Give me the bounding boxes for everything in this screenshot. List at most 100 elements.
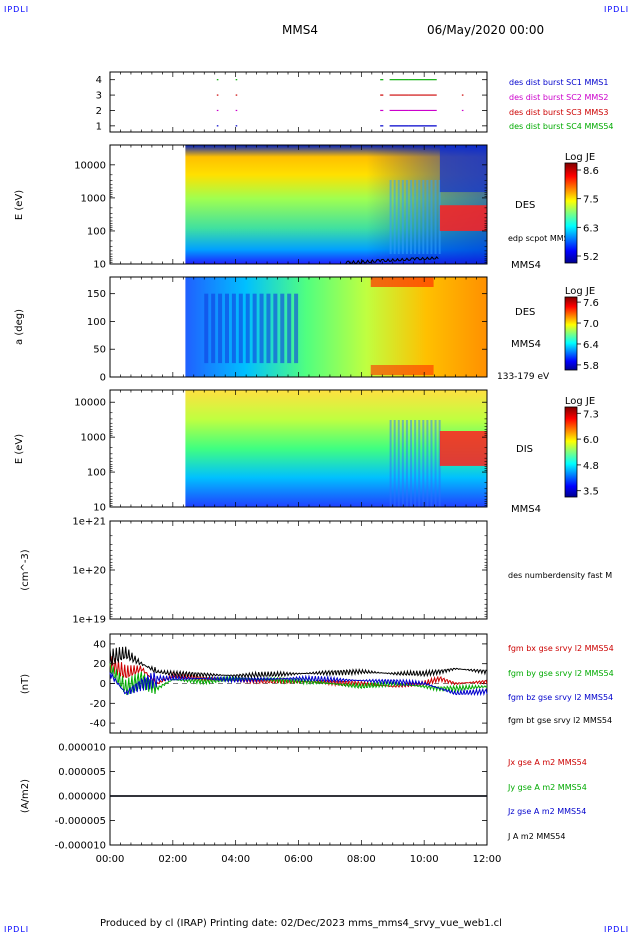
current-panel-ytick-label: -0.000005 [55,816,106,827]
bfield-panel-ytick-label: 20 [93,659,106,670]
pitch-angle-colorbar-bar [564,296,578,371]
des-energy-stripe [393,180,396,254]
current-ylabel: (A/m2) [20,779,31,813]
current-panel-ytick-label: 0.000005 [58,767,106,778]
des-energy-colorbar-title: Log JE [565,152,595,163]
pitch-angle-panel-ytick-label: 150 [87,289,106,300]
burst-legend-sc2: des dist burst SC2 MMS2 [509,93,608,102]
des-energy-upper-dark [439,145,487,193]
des-energy-ylabel: E (eV) [14,190,25,220]
des-energy-panel-ytick-label: 1000 [81,193,106,204]
footer-credit: Produced by cl (IRAP) Printing date: 02/… [100,918,502,929]
pitch-angle-dark-column [294,293,299,364]
dis-energy-stripe [393,420,396,507]
bfield-panel-ytick-label: 0 [100,679,106,690]
bfield-panel-ytick-label: -20 [90,699,106,710]
scpot-label: edp scpot MMS4 [508,234,574,243]
dis-energy-label: DIS [516,444,533,455]
dis-energy-hot-band [439,430,487,466]
x-tick-label: 02:00 [158,854,187,865]
pitch-angle-dark-column [287,293,292,364]
burst-legend-sc3: des dist burst SC3 MMS3 [509,108,608,117]
corner-label-bottom-right: IPDLI [604,925,630,934]
burst-legend-sc4: des dist burst SC4 MMS54 [509,122,614,131]
burst-panel-ytick-label: 1 [96,121,102,132]
pitch-angle-dark-column [224,293,229,364]
des-energy-colorbar-tick-label: 8.6 [583,166,599,177]
pitch-angle-bottom-hot [370,365,434,375]
x-tick-label: 04:00 [221,854,250,865]
dis-energy-colorbar-tick-label: 7.3 [583,409,599,420]
pitch-angle-panel-ytick-label: 100 [87,317,106,328]
bfield-legend-sc3: fgm bx gse srvy l2 MMS54 [508,644,614,653]
date-title: 06/May/2020 00:00 [427,23,545,37]
corner-label-top-left: IPDLI [4,5,30,14]
dis-energy-fill [185,390,487,507]
dis-energy-stripe [434,420,437,507]
des-energy-sc-label: MMS4 [511,260,541,271]
pitch-angle-dark-column [273,293,278,364]
des-energy-label: DES [515,200,535,211]
spacecraft-title: MMS4 [282,23,318,37]
x-tick-label: 06:00 [284,854,313,865]
x-tick-label: 00:00 [96,854,125,865]
burst-panel-frame [109,71,488,133]
pitch-angle-dark-column [266,293,271,364]
des-energy-time-shade [185,145,487,264]
des-energy-colorbar-bar [564,162,578,264]
des-energy-stripe [418,180,421,254]
current-panel-ytick-label: 0.000010 [58,743,106,754]
density-panel-ytick-label: 1e+19 [72,615,106,626]
des-energy-panel-ytick-label: 10000 [74,160,106,171]
burst-panel-ytick-label: 4 [96,75,102,86]
current-legend-black: J A m2 MMS54 [507,832,565,841]
dis-energy-panel-ytick-label: 100 [87,468,106,479]
pitch-angle-colorbar-tick-label: 6.4 [583,340,599,351]
des-energy-panel-ytick-label: 10 [93,260,106,271]
dis-energy-panel-ytick-label: 1000 [81,433,106,444]
des-energy-colorbar-tick-label: 7.5 [583,195,599,206]
bfield-series-black [109,646,488,679]
dis-energy-stripe [430,420,433,507]
dis-energy-stripe [405,420,408,507]
current-legend-sc1: Jz gse A m2 MMS54 [507,807,586,816]
pitch-angle-colorbar-tick-label: 7.0 [583,319,599,330]
dis-energy-stripe [426,420,429,507]
dis-energy-stripe [389,420,392,507]
bfield-legend-black: fgm bt gse srvy l2 MMS54 [508,716,612,725]
x-tick-label: 08:00 [347,854,376,865]
pitch-angle-dark-column [252,293,257,364]
current-panel-ytick-label: 0.000000 [58,792,106,803]
bfield-panel-ytick-label: -40 [90,719,106,730]
x-tick-label: 10:00 [410,854,439,865]
density-legend: des numberdensity fast M [508,571,612,580]
pitch-angle-dark-column [259,293,264,364]
dis-energy-colorbar-tick-label: 4.8 [583,461,599,472]
des-energy-stripe [389,180,392,254]
des-energy-hot-band [439,205,487,231]
corner-label-top-right: IPDLI [604,5,630,14]
des-energy-colorbar-tick-label: 6.3 [583,223,599,234]
dis-energy-colorbar-tick-label: 3.5 [583,487,599,498]
density-panel-ytick-label: 1e+20 [72,566,106,577]
bfield-ylabel: (nT) [20,674,31,694]
des-energy-stripe [426,180,429,254]
dis-energy-stripe [401,420,404,507]
pitch-angle-dark-column [211,293,216,364]
dis-energy-stripe [438,420,441,507]
pitch-angle-fill [185,277,487,377]
pitch-angle-colorbar-tick-label: 7.6 [583,298,599,309]
dis-energy-stripe [414,420,417,507]
dis-energy-stripe [422,420,425,507]
des-energy-stripe [438,180,441,254]
des-energy-stripe [405,180,408,254]
pitch-angle-dark-column [204,293,209,364]
bfield-legend-sc4: fgm by gse srvy l2 MMS54 [508,669,614,678]
pitch-angle-top-hot [370,277,434,287]
pitch-angle-dark-column [245,293,250,364]
corner-label-bottom-left: IPDLI [4,925,30,934]
bfield-legend-sc1: fgm bz gse srvy l2 MMS54 [508,693,613,702]
dis-energy-panel-ytick-label: 10000 [74,398,106,409]
density-panel-frame [109,520,488,620]
